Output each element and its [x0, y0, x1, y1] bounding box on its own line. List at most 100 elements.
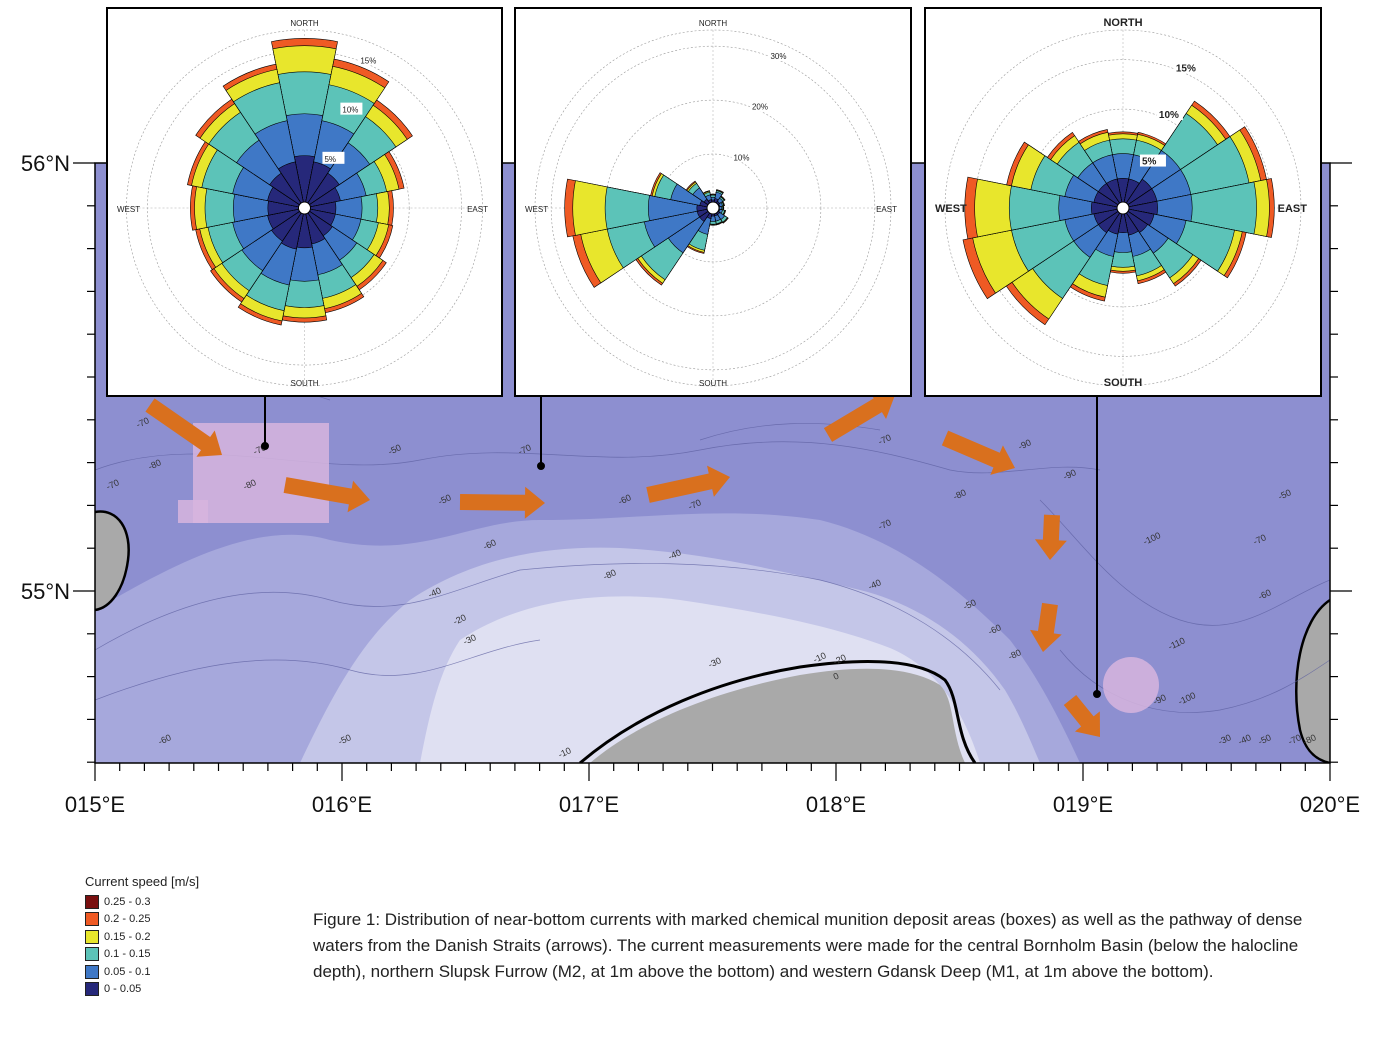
current-rose-slupsk-furrow: NORTH SOUTH EAST WEST 10% 20% 30%	[514, 7, 912, 397]
current-rose-bornholm-basin: NORTH SOUTH EAST WEST 5% 10% 15%	[106, 7, 503, 397]
contour-label: -50	[1277, 487, 1293, 502]
rose-ring-label: 30%	[770, 52, 786, 61]
legend-label: 0 - 0.05	[104, 983, 142, 996]
flow-arrow	[283, 477, 370, 513]
flow-arrow	[1034, 514, 1067, 560]
legend-item: 0.1 - 0.15	[85, 946, 265, 964]
speed-legend: Current speed [m/s] 0.25 - 0.3 0.2 - 0.25…	[85, 874, 265, 998]
legend-label: 0.2 - 0.25	[104, 913, 151, 926]
contour-label: -50	[1257, 732, 1273, 747]
contour-label: -80	[1007, 647, 1023, 662]
legend-swatch	[85, 964, 99, 979]
hel-coastline	[1295, 598, 1330, 763]
rose-label-east: EAST	[1278, 203, 1308, 215]
lon-label: 015°E	[65, 792, 125, 817]
deposit-area-gdansk	[1103, 657, 1159, 713]
contour-label: -60	[987, 622, 1003, 637]
rose-label-south: SOUTH	[1104, 377, 1143, 389]
lon-label: 019°E	[1053, 792, 1113, 817]
rose-label-north: NORTH	[699, 19, 728, 28]
rose-label-west: WEST	[935, 203, 967, 215]
contour-label: -60	[482, 537, 498, 552]
legend-swatch	[85, 894, 99, 909]
rose-ring-label-bg	[1173, 61, 1200, 74]
rose-label-west: WEST	[117, 205, 140, 214]
rose-label-south: SOUTH	[699, 379, 727, 388]
rose-outer-ring	[534, 29, 892, 387]
rose-ring-label: 10%	[1159, 110, 1179, 121]
rose-ring-label: 10%	[733, 153, 749, 162]
rose-sector-bin	[277, 161, 305, 209]
legend-swatch	[85, 982, 99, 997]
legend-items: 0.25 - 0.3 0.2 - 0.25 0.15 - 0.2 0.1 - 0.15…	[85, 893, 265, 998]
coastline	[579, 659, 977, 763]
contour-label: -20	[832, 652, 848, 667]
contour-label: -90	[1152, 692, 1168, 707]
contour-label: -80	[952, 487, 968, 502]
dense-water-pathway	[145, 391, 1100, 737]
rose-ring-label-bg	[340, 102, 363, 115]
rose-ring-label-bg	[358, 53, 381, 66]
legend-item: 0.05 - 0.1	[85, 963, 265, 981]
rose-ring-label-bg	[1139, 154, 1166, 167]
longitude-labels: 015°E 016°E 017°E 018°E 019°E 020°E	[65, 792, 1360, 817]
lat-label: 55°N	[21, 579, 70, 604]
rose-center	[298, 201, 311, 215]
rose-ring-label-bg	[322, 151, 345, 164]
flow-arrow	[459, 486, 545, 519]
rose-ring-label: 15%	[360, 56, 376, 65]
contour-label: -70	[517, 442, 533, 457]
rose-sector-bin	[1106, 178, 1124, 209]
contour-label: -70	[1287, 732, 1303, 747]
legend-title: Current speed [m/s]	[85, 874, 200, 889]
rose-ring-label: 10%	[342, 106, 358, 115]
contour-label: -60	[1257, 587, 1273, 602]
contour-label: -60	[157, 732, 173, 747]
contour-label: -40	[1237, 732, 1253, 747]
contour-label: -50	[387, 442, 403, 457]
legend-label: 0.05 - 0.1	[104, 965, 151, 978]
flow-arrow	[1030, 602, 1062, 652]
legend-item: 0.15 - 0.2	[85, 928, 265, 946]
rose-center	[1116, 201, 1130, 215]
contour-label: -40	[427, 585, 443, 600]
rose-pointer-lines	[261, 397, 1101, 698]
contour-label: -90	[1062, 467, 1078, 482]
rose-ring-label: 20%	[752, 103, 768, 112]
contour-label: -70	[687, 497, 703, 512]
rose-label-north: NORTH	[290, 19, 319, 28]
contour-label: -30	[707, 655, 723, 670]
rose-ring-label-bg	[731, 150, 754, 163]
contour-label: -10	[812, 650, 828, 665]
legend-item: 0.25 - 0.3	[85, 893, 265, 911]
contour-label: -70	[877, 432, 893, 447]
bornholm-coastline	[95, 510, 130, 612]
contour-label: 0	[832, 671, 841, 682]
contour-label: -80	[1302, 732, 1318, 747]
contour-label: -30	[1217, 732, 1233, 747]
rose-label-south: SOUTH	[291, 379, 319, 388]
contour-label: -80	[147, 457, 163, 472]
rose-ring-label: 15%	[1176, 64, 1196, 75]
lon-label: 020°E	[1300, 792, 1360, 817]
contour-label: -70	[877, 517, 893, 532]
rose-center	[706, 201, 720, 215]
flow-arrow	[823, 391, 895, 442]
legend-swatch	[85, 947, 99, 962]
contour-label: -50	[437, 492, 453, 507]
contour-label: -80	[242, 477, 258, 492]
rose-ring-label-bg	[1156, 108, 1183, 121]
legend-swatch	[85, 912, 99, 927]
rose-ring-label: 5%	[324, 155, 336, 164]
rose-label-east: EAST	[467, 205, 488, 214]
contour-label: -80	[602, 567, 618, 582]
contour-label: -90	[1017, 437, 1033, 452]
flow-arrow	[145, 398, 222, 457]
land-polish-coast	[590, 668, 965, 763]
contour-label: -70	[105, 477, 121, 492]
rose-sector-bin	[647, 195, 714, 221]
contour-label: -70	[1252, 532, 1268, 547]
flow-arrow	[1063, 694, 1100, 737]
lon-label: 017°E	[559, 792, 619, 817]
